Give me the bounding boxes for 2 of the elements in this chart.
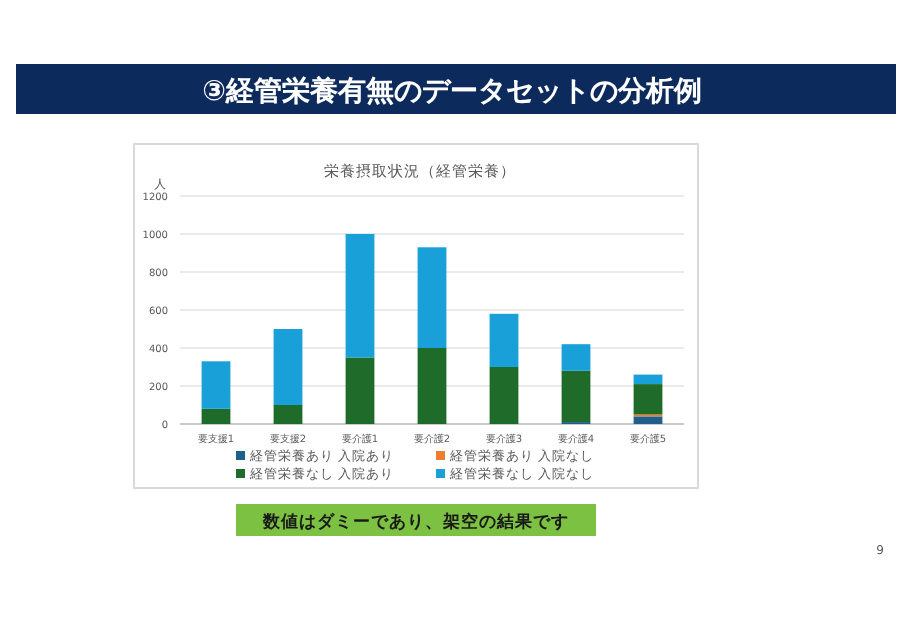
chart-title: ③経管栄養有無のデータセットの分析例 — [202, 74, 702, 108]
text: 数値はダミーであり、架空の結果です — [261, 511, 569, 533]
